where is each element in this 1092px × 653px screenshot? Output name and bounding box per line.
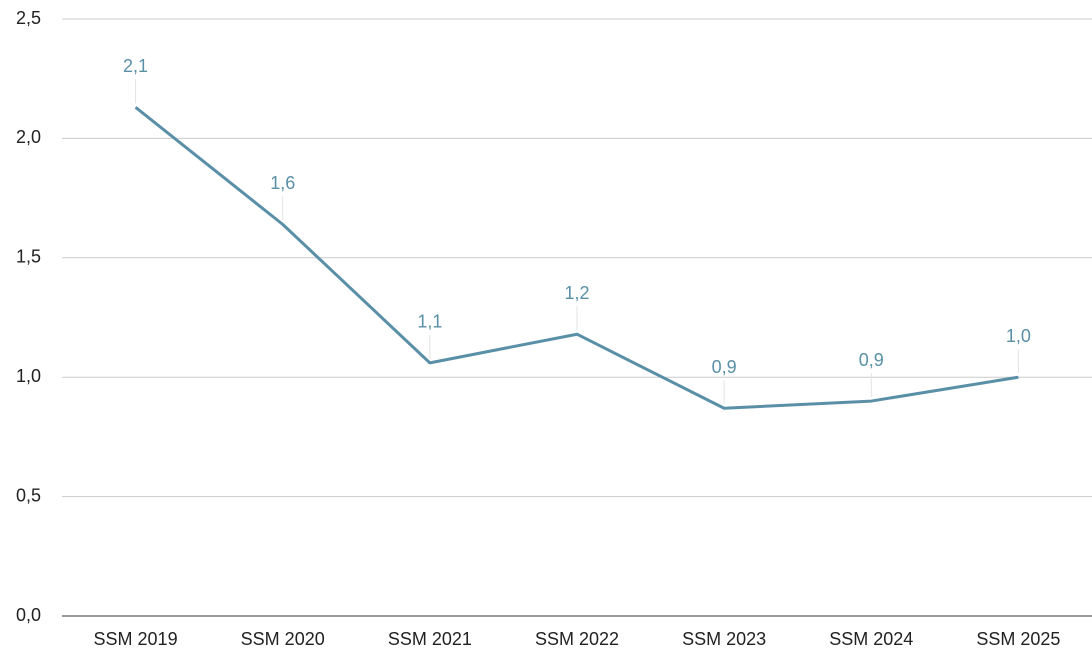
y-tick-label: 0,5: [16, 485, 41, 505]
value-label: 1,1: [417, 312, 442, 332]
y-tick-label: 1,0: [16, 366, 41, 386]
y-tick-label: 1,5: [16, 247, 41, 267]
value-label: 1,2: [564, 283, 589, 303]
x-tick-label: SSM 2022: [535, 629, 619, 649]
x-tick-label: SSM 2023: [682, 629, 766, 649]
x-tick-label: SSM 2021: [388, 629, 472, 649]
value-label: 1,6: [270, 173, 295, 193]
value-label: 0,9: [712, 357, 737, 377]
value-label: 1,0: [1006, 326, 1031, 346]
x-tick-label: SSM 2019: [94, 629, 178, 649]
x-tick-label: SSM 2024: [829, 629, 913, 649]
value-label: 0,9: [859, 350, 884, 370]
y-tick-label: 0,0: [16, 605, 41, 625]
x-tick-label: SSM 2025: [976, 629, 1060, 649]
y-tick-label: 2,5: [16, 8, 41, 28]
line: [134, 106, 1019, 410]
value-label: 2,1: [123, 56, 148, 76]
y-tick-label: 2,0: [16, 127, 41, 147]
x-tick-label: SSM 2020: [241, 629, 325, 649]
